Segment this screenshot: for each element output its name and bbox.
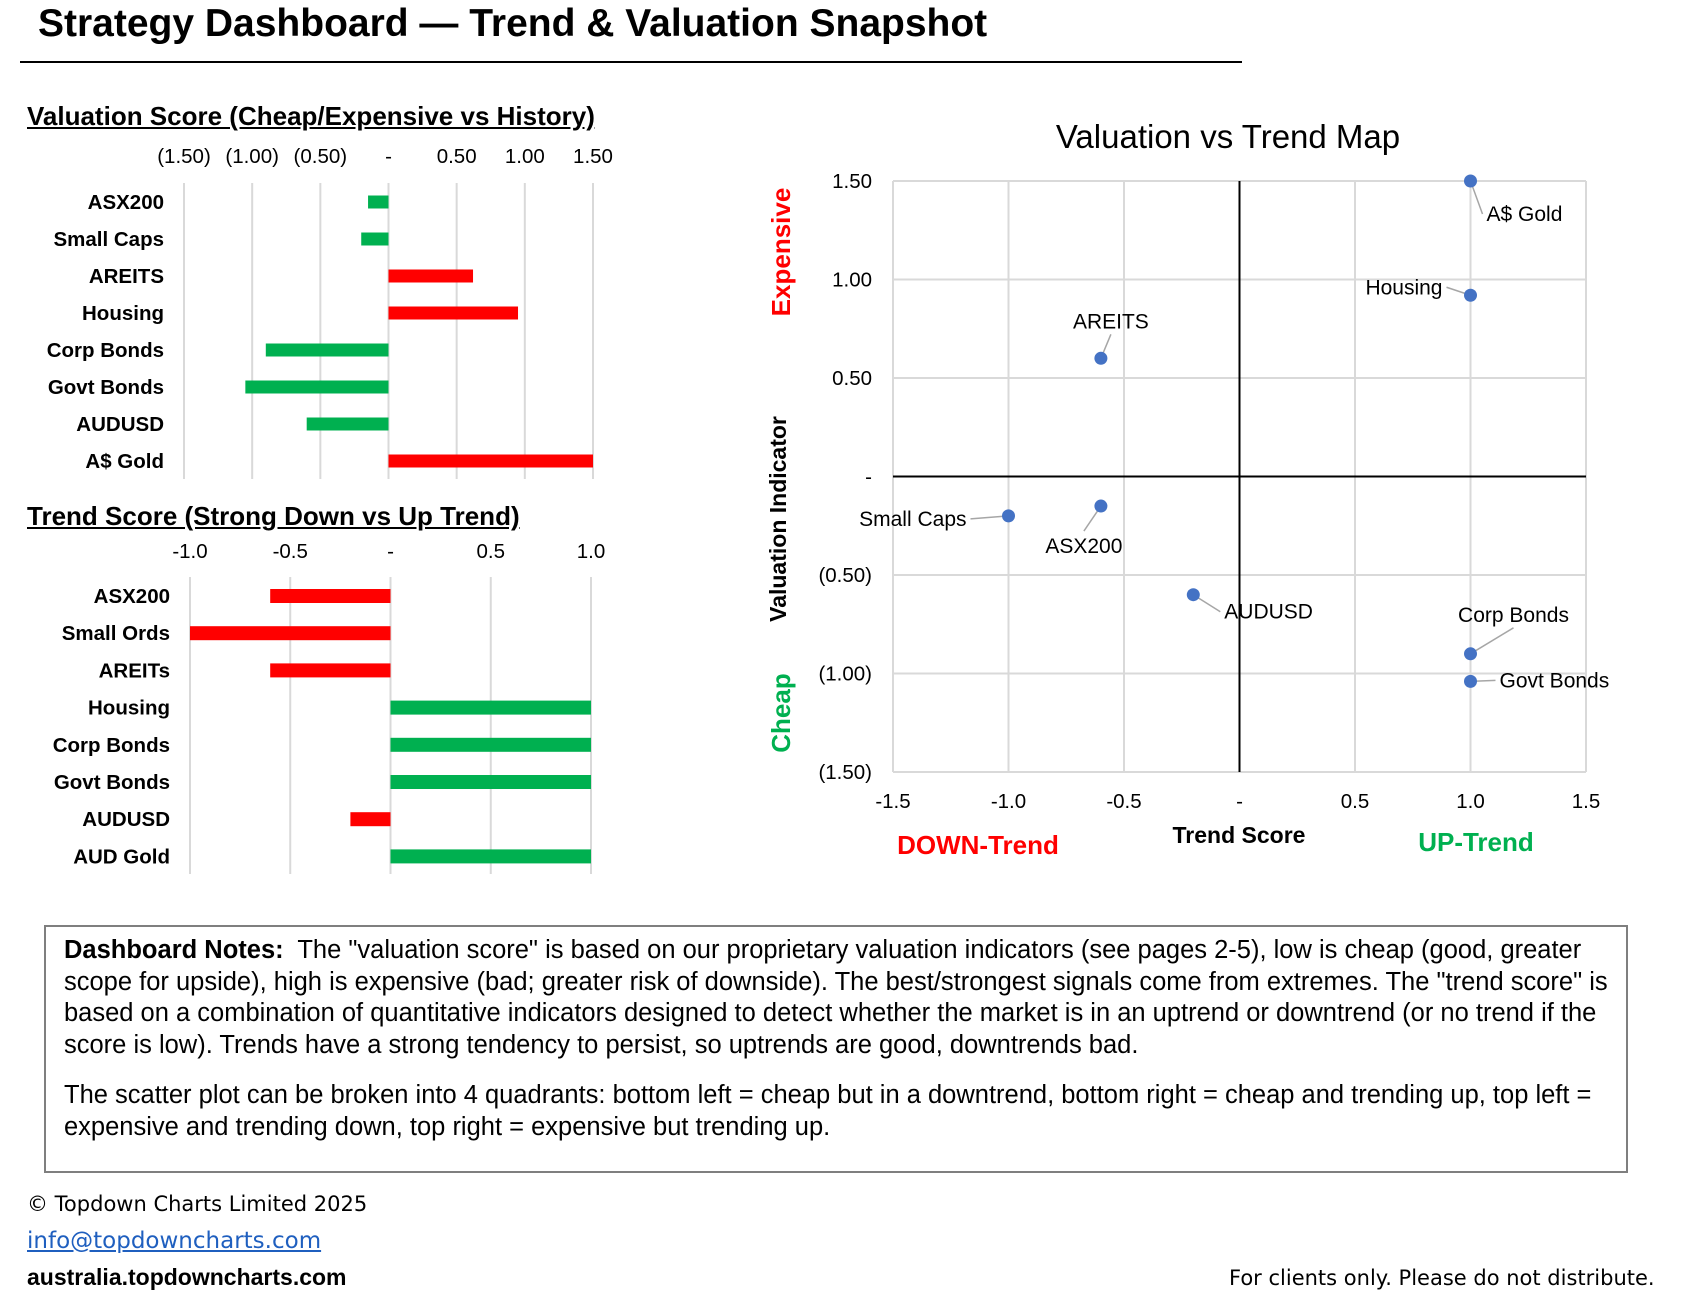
bar-a-gold: [388, 454, 593, 468]
point-housing: [1464, 288, 1477, 302]
x-tick-label: -1.0: [172, 540, 207, 563]
website[interactable]: australia.topdowncharts.com: [27, 1264, 347, 1290]
category-label: ASX200: [94, 585, 170, 608]
category-label: ASX200: [88, 191, 164, 214]
leader-line: [1470, 627, 1514, 655]
bar-housing: [388, 306, 519, 320]
x-axis-title: Trend Score: [1173, 822, 1306, 848]
title-divider: [20, 61, 1242, 63]
bar-housing: [390, 700, 591, 715]
dashboard-notes: Dashboard Notes: The "valuation score" i…: [44, 925, 1628, 1173]
point-corp-bonds: [1464, 647, 1477, 661]
y-tick-label: (1.50): [818, 761, 872, 784]
category-label: Corp Bonds: [53, 734, 170, 757]
bar-small-ords: [190, 626, 391, 641]
expensive-label: Expensive: [766, 188, 796, 317]
valuation-trend-scatter: -1.5 -1.0 -0.5-0.5 1.0 1.51.501.000.50-(0.50…: [765, 118, 1610, 860]
bar-aud-gold: [390, 849, 591, 864]
scatter-title: Valuation vs Trend Map: [1056, 118, 1400, 155]
bar-audusd: [350, 812, 391, 827]
x-tick-label: 0.5: [1341, 790, 1370, 813]
up-trend-label: UP-Trend: [1418, 827, 1534, 857]
x-tick-label: 1.0: [577, 540, 606, 563]
category-label: AUDUSD: [82, 808, 170, 831]
point-label: AREITS: [1073, 310, 1149, 333]
valuation-bar-chart: (1.50) (1.00) (0.50) - 0.50 1.00 1.50 ASX200 Sma…: [47, 145, 613, 479]
x-tick-label: -1.5: [875, 790, 910, 813]
bar-areits: [270, 663, 391, 678]
cheap-label: Cheap: [766, 673, 796, 752]
point-a-gold: [1464, 174, 1477, 188]
category-label: Small Caps: [53, 228, 164, 251]
valuation-chart-title: Valuation Score (Cheap/Expensive vs Hist…: [27, 101, 595, 131]
category-label: AUD Gold: [73, 845, 170, 868]
notes-label: Dashboard Notes:: [64, 936, 284, 964]
bar-asx200: [270, 589, 391, 603]
x-tick-label: (1.50): [157, 145, 211, 168]
category-label: Housing: [88, 697, 170, 720]
point-audusd: [1186, 588, 1200, 602]
point-label: Housing: [1365, 276, 1442, 299]
category-label: Housing: [82, 302, 164, 325]
copyright: © Topdown Charts Limited 2025: [27, 1192, 368, 1216]
point-label: ASX200: [1045, 535, 1122, 558]
notes-paragraph-1: The "valuation score" is based on our pr…: [64, 936, 1608, 1059]
point-small-caps: [1002, 509, 1015, 523]
x-tick-label: -: [385, 145, 392, 168]
x-tick-label: -: [1236, 790, 1243, 813]
x-tick-label: 1.5: [1572, 790, 1601, 813]
bar-govt-bonds: [390, 775, 591, 789]
trend-chart-title: Trend Score (Strong Down vs Up Trend): [27, 501, 520, 531]
bar-asx200: [368, 195, 389, 209]
y-tick-label: (0.50): [818, 564, 872, 587]
y-axis-title: Valuation Indicator: [765, 416, 791, 622]
bar-govt-bonds: [245, 380, 389, 394]
x-tick-label: (1.00): [225, 145, 279, 168]
page-title: Strategy Dashboard — Trend & Valuation S…: [38, 2, 988, 45]
x-tick-label: 0.5: [477, 540, 506, 563]
x-tick-label: 1.00: [505, 145, 545, 168]
category-label: AUDUSD: [76, 413, 164, 436]
category-label: Corp Bonds: [47, 339, 164, 362]
bar-audusd: [306, 417, 389, 431]
y-tick-label: 1.00: [832, 269, 872, 292]
bar-areits: [388, 269, 474, 283]
point-areits: [1094, 351, 1108, 365]
category-label: Govt Bonds: [54, 771, 170, 794]
x-tick-label: 1.50: [573, 145, 613, 168]
x-tick-label: 1.0: [1456, 790, 1485, 813]
point-govt-bonds: [1464, 674, 1477, 688]
x-tick-label: -0.5: [273, 540, 308, 563]
x-tick-label: -: [387, 540, 394, 563]
category-label: Small Ords: [62, 622, 170, 645]
category-label: AREITs: [99, 659, 170, 682]
point-label: A$ Gold: [1487, 203, 1563, 226]
category-label: Govt Bonds: [48, 376, 164, 399]
point-label: Small Caps: [859, 508, 966, 531]
y-tick-label: -: [865, 466, 872, 489]
point-label: Corp Bonds: [1458, 604, 1569, 627]
point-asx200: [1094, 499, 1108, 513]
x-tick-label: -1.0: [991, 790, 1026, 813]
bar-corp-bonds: [390, 737, 591, 752]
point-label: AUDUSD: [1224, 601, 1313, 624]
disclaimer: For clients only. Please do not distribu…: [1229, 1266, 1655, 1290]
y-tick-label: 1.50: [832, 170, 872, 193]
y-tick-label: (1.00): [818, 663, 872, 686]
bar-small-caps: [361, 232, 389, 246]
bar-corp-bonds: [265, 343, 389, 357]
y-tick-label: 0.50: [832, 367, 872, 390]
x-tick-label: 0.50: [437, 145, 477, 168]
category-label: AREITS: [89, 265, 164, 288]
x-tick-label: -0.5: [1106, 790, 1141, 813]
email-link[interactable]: info@topdowncharts.com: [27, 1228, 322, 1254]
point-label: Govt Bonds: [1500, 669, 1610, 692]
x-tick-label: (0.50): [294, 145, 348, 168]
down-trend-label: DOWN-Trend: [897, 830, 1059, 860]
category-label: A$ Gold: [85, 450, 164, 473]
notes-paragraph-2: The scatter plot can be broken into 4 qu…: [64, 1081, 1592, 1141]
